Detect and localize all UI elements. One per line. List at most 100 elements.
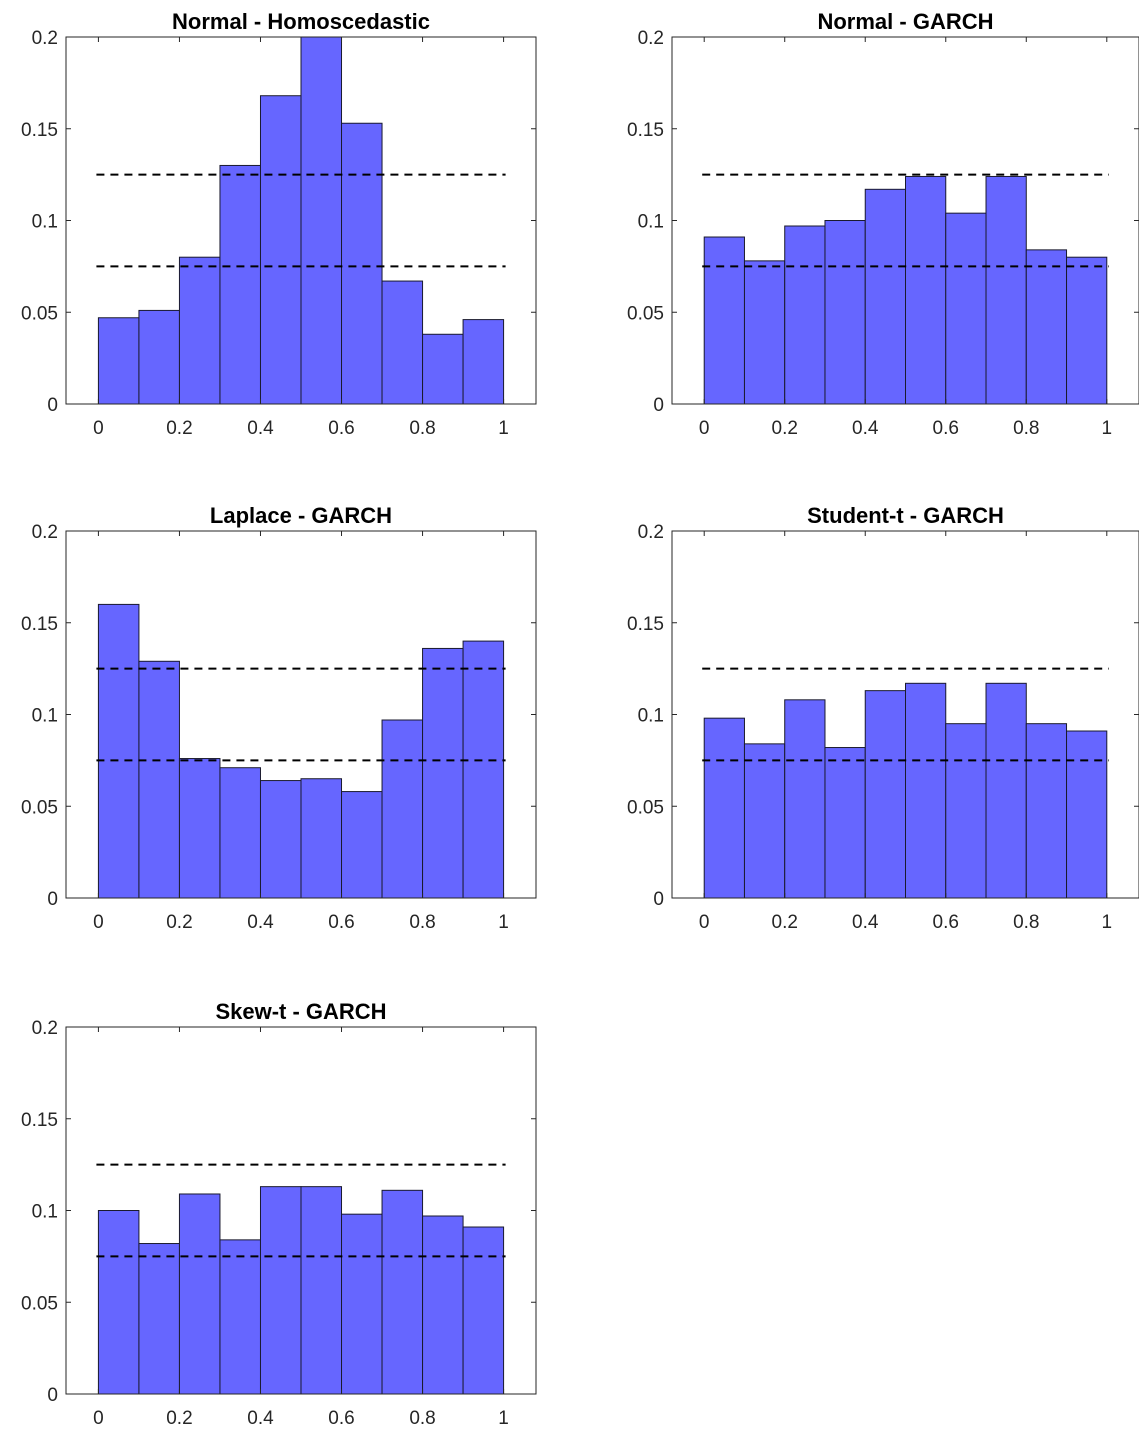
histogram-bar	[985, 682, 1027, 899]
histogram-bar	[703, 717, 745, 899]
y-tick-label: 0.15	[21, 120, 58, 141]
chart-title: Skew-t - GARCH	[215, 999, 386, 1024]
histogram-bar	[300, 36, 343, 405]
x-tick-label: 0.4	[247, 1408, 274, 1429]
histogram-bar	[341, 1213, 383, 1395]
x-tick-label: 1	[1102, 912, 1113, 933]
x-tick-label: 0	[699, 418, 710, 439]
x-tick-label: 1	[1102, 418, 1113, 439]
chart-title: Student-t - GARCH	[807, 503, 1004, 528]
subplot-4: 0 0.2 0.4 0.6 0.8 1 0 0.05 0.1 0.15 0.2 Student-t -…	[627, 503, 1139, 933]
y-tick-label: 0.1	[638, 706, 664, 727]
histogram-bar	[864, 188, 907, 405]
histogram-bar	[341, 791, 383, 899]
x-tick-label: 0.2	[166, 1408, 192, 1429]
subplot-1: 0 0.2 0.4 0.6 0.8 1 0 0.05 0.1 0.15 0.2 Normal - Ho…	[21, 9, 537, 439]
histogram-bar	[462, 640, 505, 899]
histogram-bar	[462, 319, 505, 405]
y-tick-label: 0.15	[627, 614, 664, 635]
histogram-bar	[219, 164, 261, 405]
histogram-bar	[138, 309, 180, 405]
histogram-bar	[219, 767, 261, 899]
x-tick-label: 0	[93, 1408, 104, 1429]
histogram-bar	[259, 1186, 302, 1395]
chart-title: Laplace - GARCH	[210, 503, 392, 528]
histogram-bar	[422, 1215, 464, 1395]
x-tick-label: 0.2	[772, 418, 798, 439]
x-tick-label: 1	[498, 418, 509, 439]
x-tick-label: 0.4	[247, 418, 274, 439]
y-tick-label: 0.15	[627, 120, 664, 141]
chart-title: Normal - GARCH	[817, 9, 993, 34]
histogram-bar	[784, 699, 826, 899]
histogram-bar	[259, 780, 302, 899]
x-tick-label: 0.4	[852, 912, 879, 933]
y-tick-label: 0.05	[21, 1293, 58, 1314]
histogram-bar	[138, 660, 180, 899]
histogram-bar	[462, 1226, 505, 1395]
subplot-3: 0 0.2 0.4 0.6 0.8 1 0 0.05 0.1 0.15 0.2 Laplace - G…	[21, 503, 537, 933]
y-tick-label: 0	[47, 889, 58, 910]
histogram-bar	[381, 719, 424, 899]
y-tick-label: 0.15	[21, 1110, 58, 1131]
histogram-bar	[300, 778, 343, 899]
histogram-bar	[422, 647, 464, 899]
histogram-bar	[381, 280, 424, 405]
y-tick-label: 0.2	[32, 522, 58, 543]
y-tick-label: 0.05	[627, 797, 664, 818]
x-tick-label: 0	[93, 418, 104, 439]
subplot-5: 0 0.2 0.4 0.6 0.8 1 0 0.05 0.1 0.15 0.2 Skew-t - GA…	[21, 999, 537, 1429]
x-tick-label: 0.8	[409, 912, 435, 933]
y-tick-label: 0.1	[638, 212, 664, 233]
x-tick-label: 0.6	[328, 912, 354, 933]
histogram-bar	[259, 95, 302, 405]
chart-title: Normal - Homoscedastic	[172, 9, 430, 34]
histogram-bar	[1066, 730, 1108, 899]
y-tick-label: 0	[653, 395, 664, 416]
y-tick-label: 0.2	[638, 522, 664, 543]
histogram-bar	[97, 1210, 140, 1395]
y-tick-label: 0.05	[21, 797, 58, 818]
x-tick-label: 0.2	[772, 912, 798, 933]
histogram-bar	[178, 1193, 221, 1395]
histogram-bar	[341, 122, 383, 405]
histogram-bar	[300, 1186, 343, 1395]
x-tick-label: 0.6	[933, 418, 959, 439]
y-tick-label: 0.1	[32, 1202, 58, 1223]
histogram-bar	[743, 743, 786, 899]
y-tick-label: 0.15	[21, 614, 58, 635]
histogram-bar	[1066, 256, 1108, 405]
histogram-bar	[945, 212, 987, 405]
x-tick-label: 0.6	[328, 1408, 354, 1429]
x-tick-label: 0.4	[852, 418, 879, 439]
histogram-bar	[1025, 723, 1068, 899]
x-tick-label: 0.2	[166, 912, 192, 933]
y-tick-label: 0	[47, 395, 58, 416]
histogram-bar	[97, 603, 140, 899]
histogram-bar	[945, 723, 987, 899]
y-tick-label: 0.1	[32, 212, 58, 233]
histogram-bar	[743, 260, 786, 405]
histogram-bar	[824, 747, 866, 899]
histogram-bar	[784, 225, 826, 405]
x-tick-label: 1	[498, 1408, 509, 1429]
x-tick-label: 0.2	[166, 418, 192, 439]
x-tick-label: 0.6	[933, 912, 959, 933]
subplot-2: 0 0.2 0.4 0.6 0.8 1 0 0.05 0.1 0.15 0.2 Normal - GA…	[627, 9, 1139, 439]
x-tick-label: 0.8	[409, 418, 435, 439]
y-tick-label: 0.2	[32, 28, 58, 49]
histogram-bar	[178, 256, 221, 405]
x-tick-label: 0.8	[1013, 418, 1039, 439]
x-tick-label: 0.8	[409, 1408, 435, 1429]
y-tick-label: 0.1	[32, 706, 58, 727]
y-tick-label: 0	[653, 889, 664, 910]
histogram-bar	[219, 1239, 261, 1395]
y-tick-label: 0.05	[21, 303, 58, 324]
histogram-bar	[178, 758, 221, 899]
histogram-bar	[703, 236, 745, 405]
histogram-bar	[905, 682, 947, 899]
histogram-bar	[905, 175, 947, 405]
y-tick-label: 0.2	[32, 1018, 58, 1039]
y-tick-label: 0.05	[627, 303, 664, 324]
